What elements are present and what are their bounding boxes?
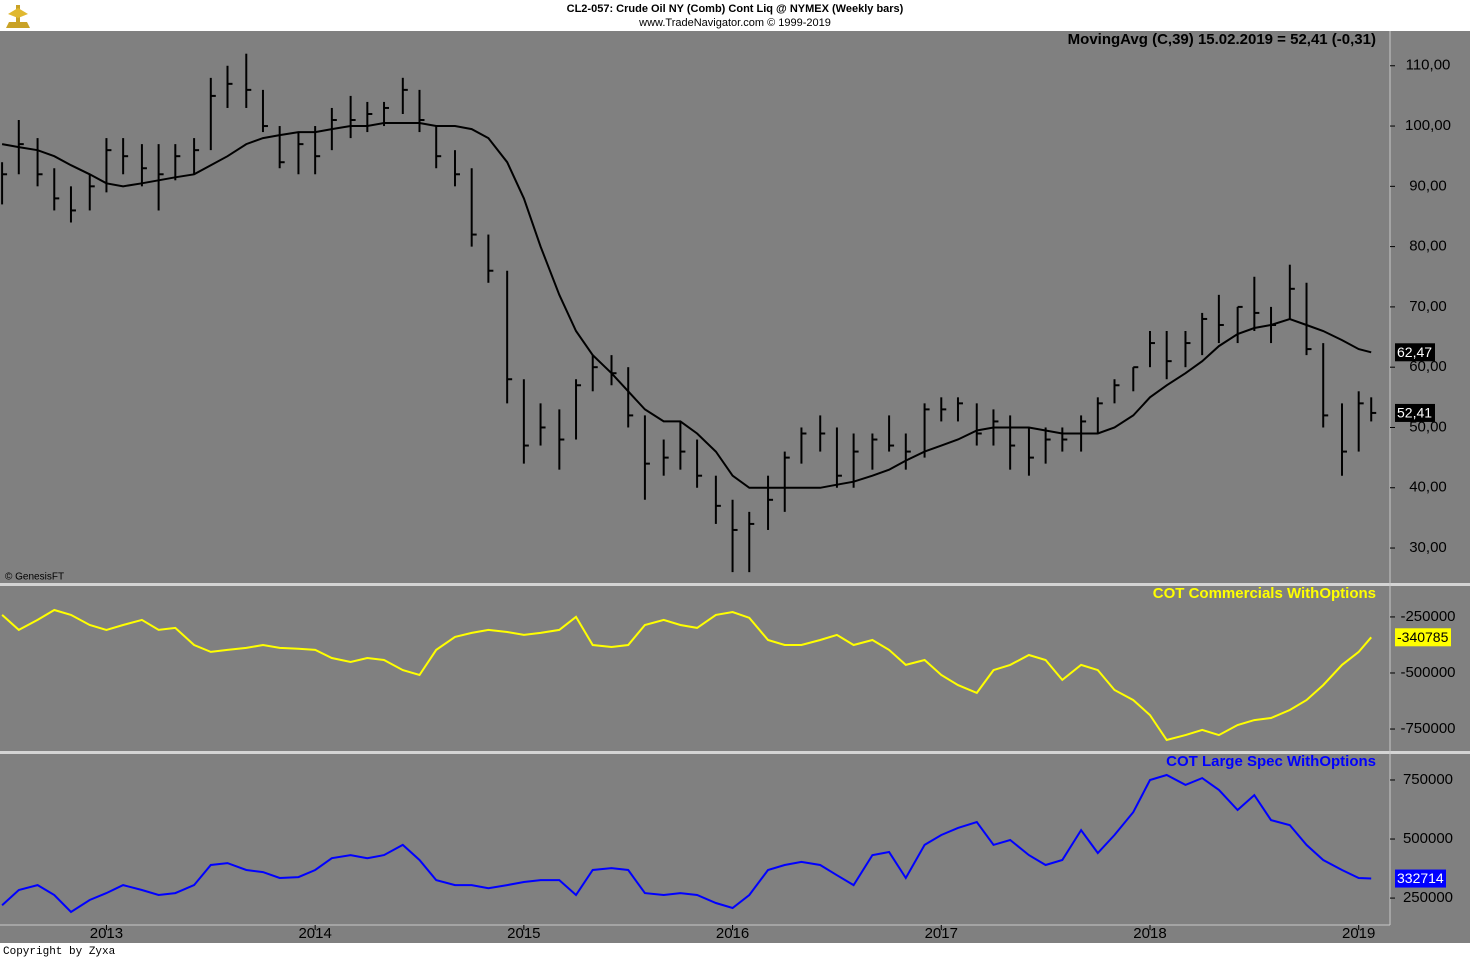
chart-background [0,31,1470,943]
footer: Copyright by Zyxa [3,946,116,958]
value-label: -340785 [1395,628,1451,647]
value-label-text: 62,47 [1397,344,1432,360]
y-tick-label: 30,00 [1409,539,1447,556]
y-tick-label: 100,00 [1405,117,1451,134]
x-tick-label: 2016 [716,925,749,942]
value-label-box [1395,869,1446,888]
x-tick-label: 2014 [298,925,331,942]
x-tick-label: 2013 [90,925,123,942]
value-label-box [1395,403,1435,422]
y-tick-label: 50,00 [1409,418,1447,435]
y-tick-label: 80,00 [1409,238,1447,255]
y-tick-label: 40,00 [1409,479,1447,496]
y-tick-label: 250000 [1403,889,1453,906]
x-tick-label: 2018 [1133,925,1166,942]
moving-average-line [1,122,1372,489]
logo [6,5,30,28]
panel-title: MovingAvg (C,39) 15.02.2019 = 52,41 (-0,… [1068,31,1376,48]
y-tick-label: 500000 [1403,830,1453,847]
value-label-text: -340785 [1397,629,1449,645]
value-label-text: 52,41 [1397,405,1432,421]
indicator-line [1,773,1372,914]
value-label-box [1395,628,1451,647]
y-tick-label: -250000 [1400,608,1455,625]
header-title: CL2-057: Crude Oil NY (Comb) Cont Liq @ … [567,3,904,15]
y-tick-label: 110,00 [1406,57,1451,74]
x-tick-label: 2019 [1342,925,1375,942]
panel-title: COT Large Spec WithOptions [1166,753,1376,770]
y-tick-label: -750000 [1400,720,1455,737]
panel-title: COT Commercials WithOptions [1153,585,1376,602]
value-label: 332714 [1395,869,1446,888]
header-subtitle: www.TradeNavigator.com © 1999-2019 [638,17,831,29]
panel-separator [0,583,1470,586]
value-label: 52,41 [1395,403,1435,422]
watermark: © GenesisFT [5,572,64,583]
y-tick-label: 70,00 [1409,298,1447,315]
y-tick-label: 60,00 [1409,358,1447,375]
x-tick-label: 2017 [925,925,958,942]
y-tick-label: 90,00 [1409,177,1447,194]
y-tick-label: 750000 [1403,771,1453,788]
value-label: 62,47 [1395,343,1435,362]
indicator-line [1,608,1372,742]
price-bars [1,53,1377,573]
x-tick-label: 2015 [507,925,540,942]
y-tick-label: -500000 [1400,664,1455,681]
value-label-box [1395,343,1435,362]
panel-separator [0,751,1470,754]
value-label-text: 332714 [1397,870,1444,886]
